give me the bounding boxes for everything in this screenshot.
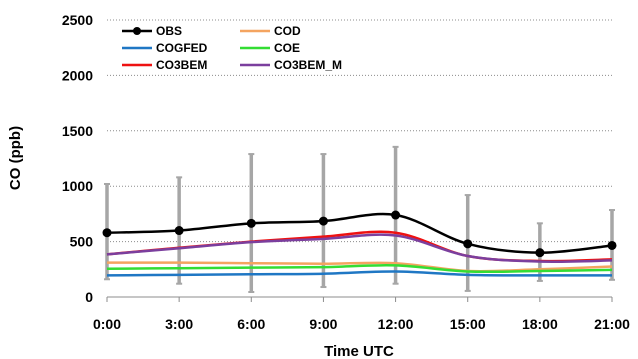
data-point-obs [391,210,401,220]
data-point-obs [102,228,112,238]
x-tick-label: 15:00 [450,316,486,332]
data-point-obs [246,218,256,228]
y-tick-label: 2500 [62,12,93,28]
x-axis-title: Time UTC [324,343,394,359]
series-line-cod [106,261,613,273]
legend: OBS COD COGFED COE CO3BEM CO3BEM_M [122,24,342,72]
legend-label-cod: COD [274,24,301,38]
x-tick-label: 6:00 [237,316,265,332]
legend-label-obs: OBS [156,24,182,38]
x-tick-label: 0:00 [93,316,121,332]
y-tick-label: 2000 [62,67,93,83]
series-line-obs [106,212,613,254]
legend-label-co3bem: CO3BEM [156,58,207,72]
x-tick-label: 18:00 [522,316,558,332]
x-tick-label: 21:00 [594,316,630,332]
gridlines [107,19,612,243]
axes: 0 500 1000 1500 2000 2500 0:00 3:00 6:00 9:00 12:0… [62,12,630,332]
legend-label-co3bem-m: CO3BEM_M [274,58,342,72]
data-point-obs [318,216,328,226]
data-point-obs [607,240,617,250]
series-lines [102,210,617,277]
series-line-co3bem-m [106,233,613,263]
data-point-obs [535,248,545,258]
legend-label-coe: COE [274,41,300,55]
legend-label-cogfed: COGFED [156,41,208,55]
y-axis-title: CO (ppb) [7,126,24,190]
y-tick-label: 0 [85,289,93,305]
series-line-coe [106,264,613,274]
x-tick-label: 3:00 [165,316,193,332]
data-point-obs [174,226,184,236]
y-tick-label: 1500 [62,123,93,139]
legend-marker-obs [133,27,141,35]
x-tick-label: 9:00 [309,316,337,332]
y-tick-label: 1000 [62,178,93,194]
data-point-obs [463,239,473,249]
series-line-cogfed [106,270,613,277]
x-tick-label: 12:00 [378,316,414,332]
y-tick-label: 500 [70,234,94,250]
